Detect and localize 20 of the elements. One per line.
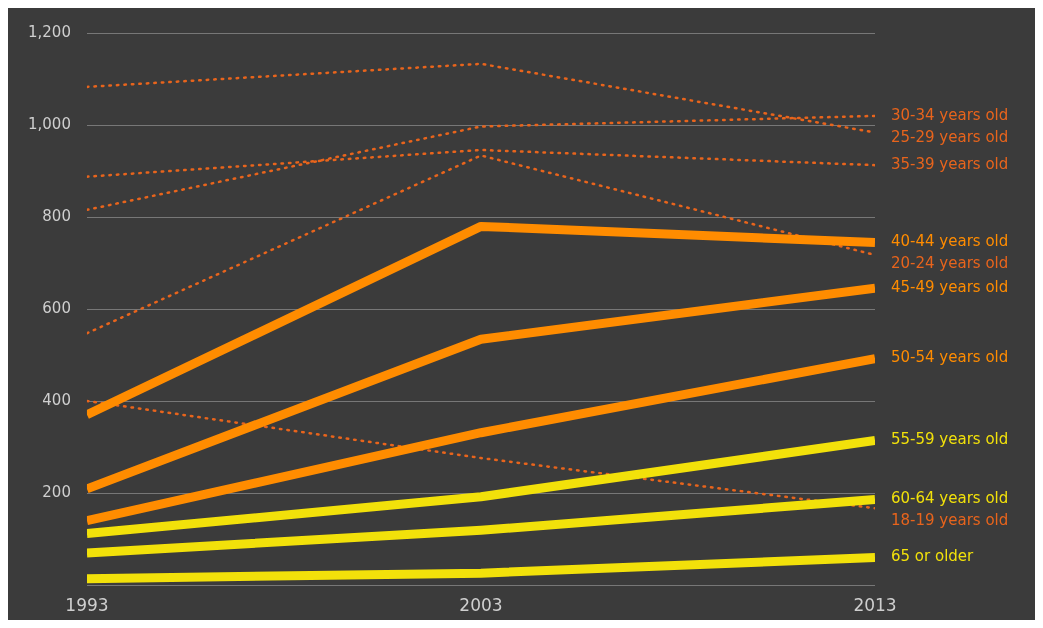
series-label: 45-49 years old [891, 278, 1009, 297]
series-label: 18-19 years old [891, 511, 1009, 530]
series-label: 50-54 years old [891, 348, 1009, 367]
x-tick-label: 2003 [459, 595, 503, 616]
series-label: 65 or older [891, 547, 975, 566]
series-label: 25-29 years old [891, 127, 1009, 146]
y-tick-label: 600 [42, 299, 71, 318]
x-tick-label: 2013 [853, 595, 897, 616]
series-label: 55-59 years old [891, 430, 1009, 449]
y-tick-label: 200 [42, 483, 71, 502]
series-label: 35-39 years old [891, 155, 1009, 174]
y-tick-label: 1,000 [27, 114, 71, 133]
series-label: 20-24 years old [891, 254, 1009, 273]
x-tick-label: 1993 [65, 595, 109, 616]
series-label: 40-44 years old [891, 232, 1009, 251]
y-tick-label: 800 [42, 207, 71, 226]
series-label: 60-64 years old [891, 489, 1009, 508]
y-tick-label: 1,200 [27, 22, 71, 41]
y-tick-label: 400 [42, 391, 71, 410]
series-label: 30-34 years old [891, 105, 1009, 124]
